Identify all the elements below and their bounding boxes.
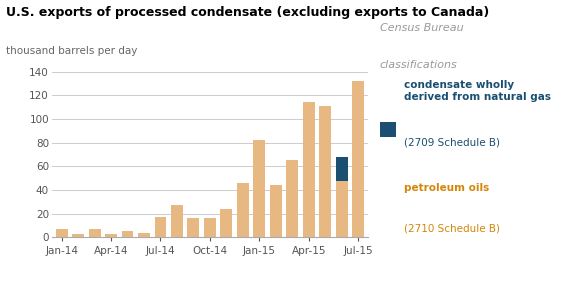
Text: classifications: classifications	[380, 60, 457, 70]
Bar	[270, 185, 282, 237]
Bar	[105, 234, 117, 237]
Bar	[336, 180, 347, 237]
Bar	[171, 205, 183, 237]
Bar	[121, 231, 133, 237]
Text: thousand barrels per day: thousand barrels per day	[6, 46, 137, 56]
Text: (2709 Schedule B): (2709 Schedule B)	[404, 137, 500, 147]
Bar	[319, 106, 331, 237]
Bar	[155, 217, 166, 237]
Bar	[72, 234, 84, 237]
Text: petroleum oils: petroleum oils	[404, 183, 489, 193]
Bar	[336, 157, 347, 180]
Bar	[237, 183, 249, 237]
Text: (2710 Schedule B): (2710 Schedule B)	[404, 223, 500, 233]
Bar	[352, 81, 364, 237]
Bar	[138, 233, 150, 237]
Text: Census Bureau: Census Bureau	[380, 23, 463, 33]
Bar	[56, 229, 68, 237]
Bar	[220, 209, 232, 237]
Bar	[303, 102, 315, 237]
Text: condensate wholly
derived from natural gas: condensate wholly derived from natural g…	[404, 80, 551, 102]
Bar	[254, 140, 265, 237]
Bar	[204, 219, 216, 237]
Bar	[187, 219, 200, 237]
Bar	[286, 160, 298, 237]
Text: U.S. exports of processed condensate (excluding exports to Canada): U.S. exports of processed condensate (ex…	[6, 6, 489, 19]
Bar	[89, 229, 101, 237]
